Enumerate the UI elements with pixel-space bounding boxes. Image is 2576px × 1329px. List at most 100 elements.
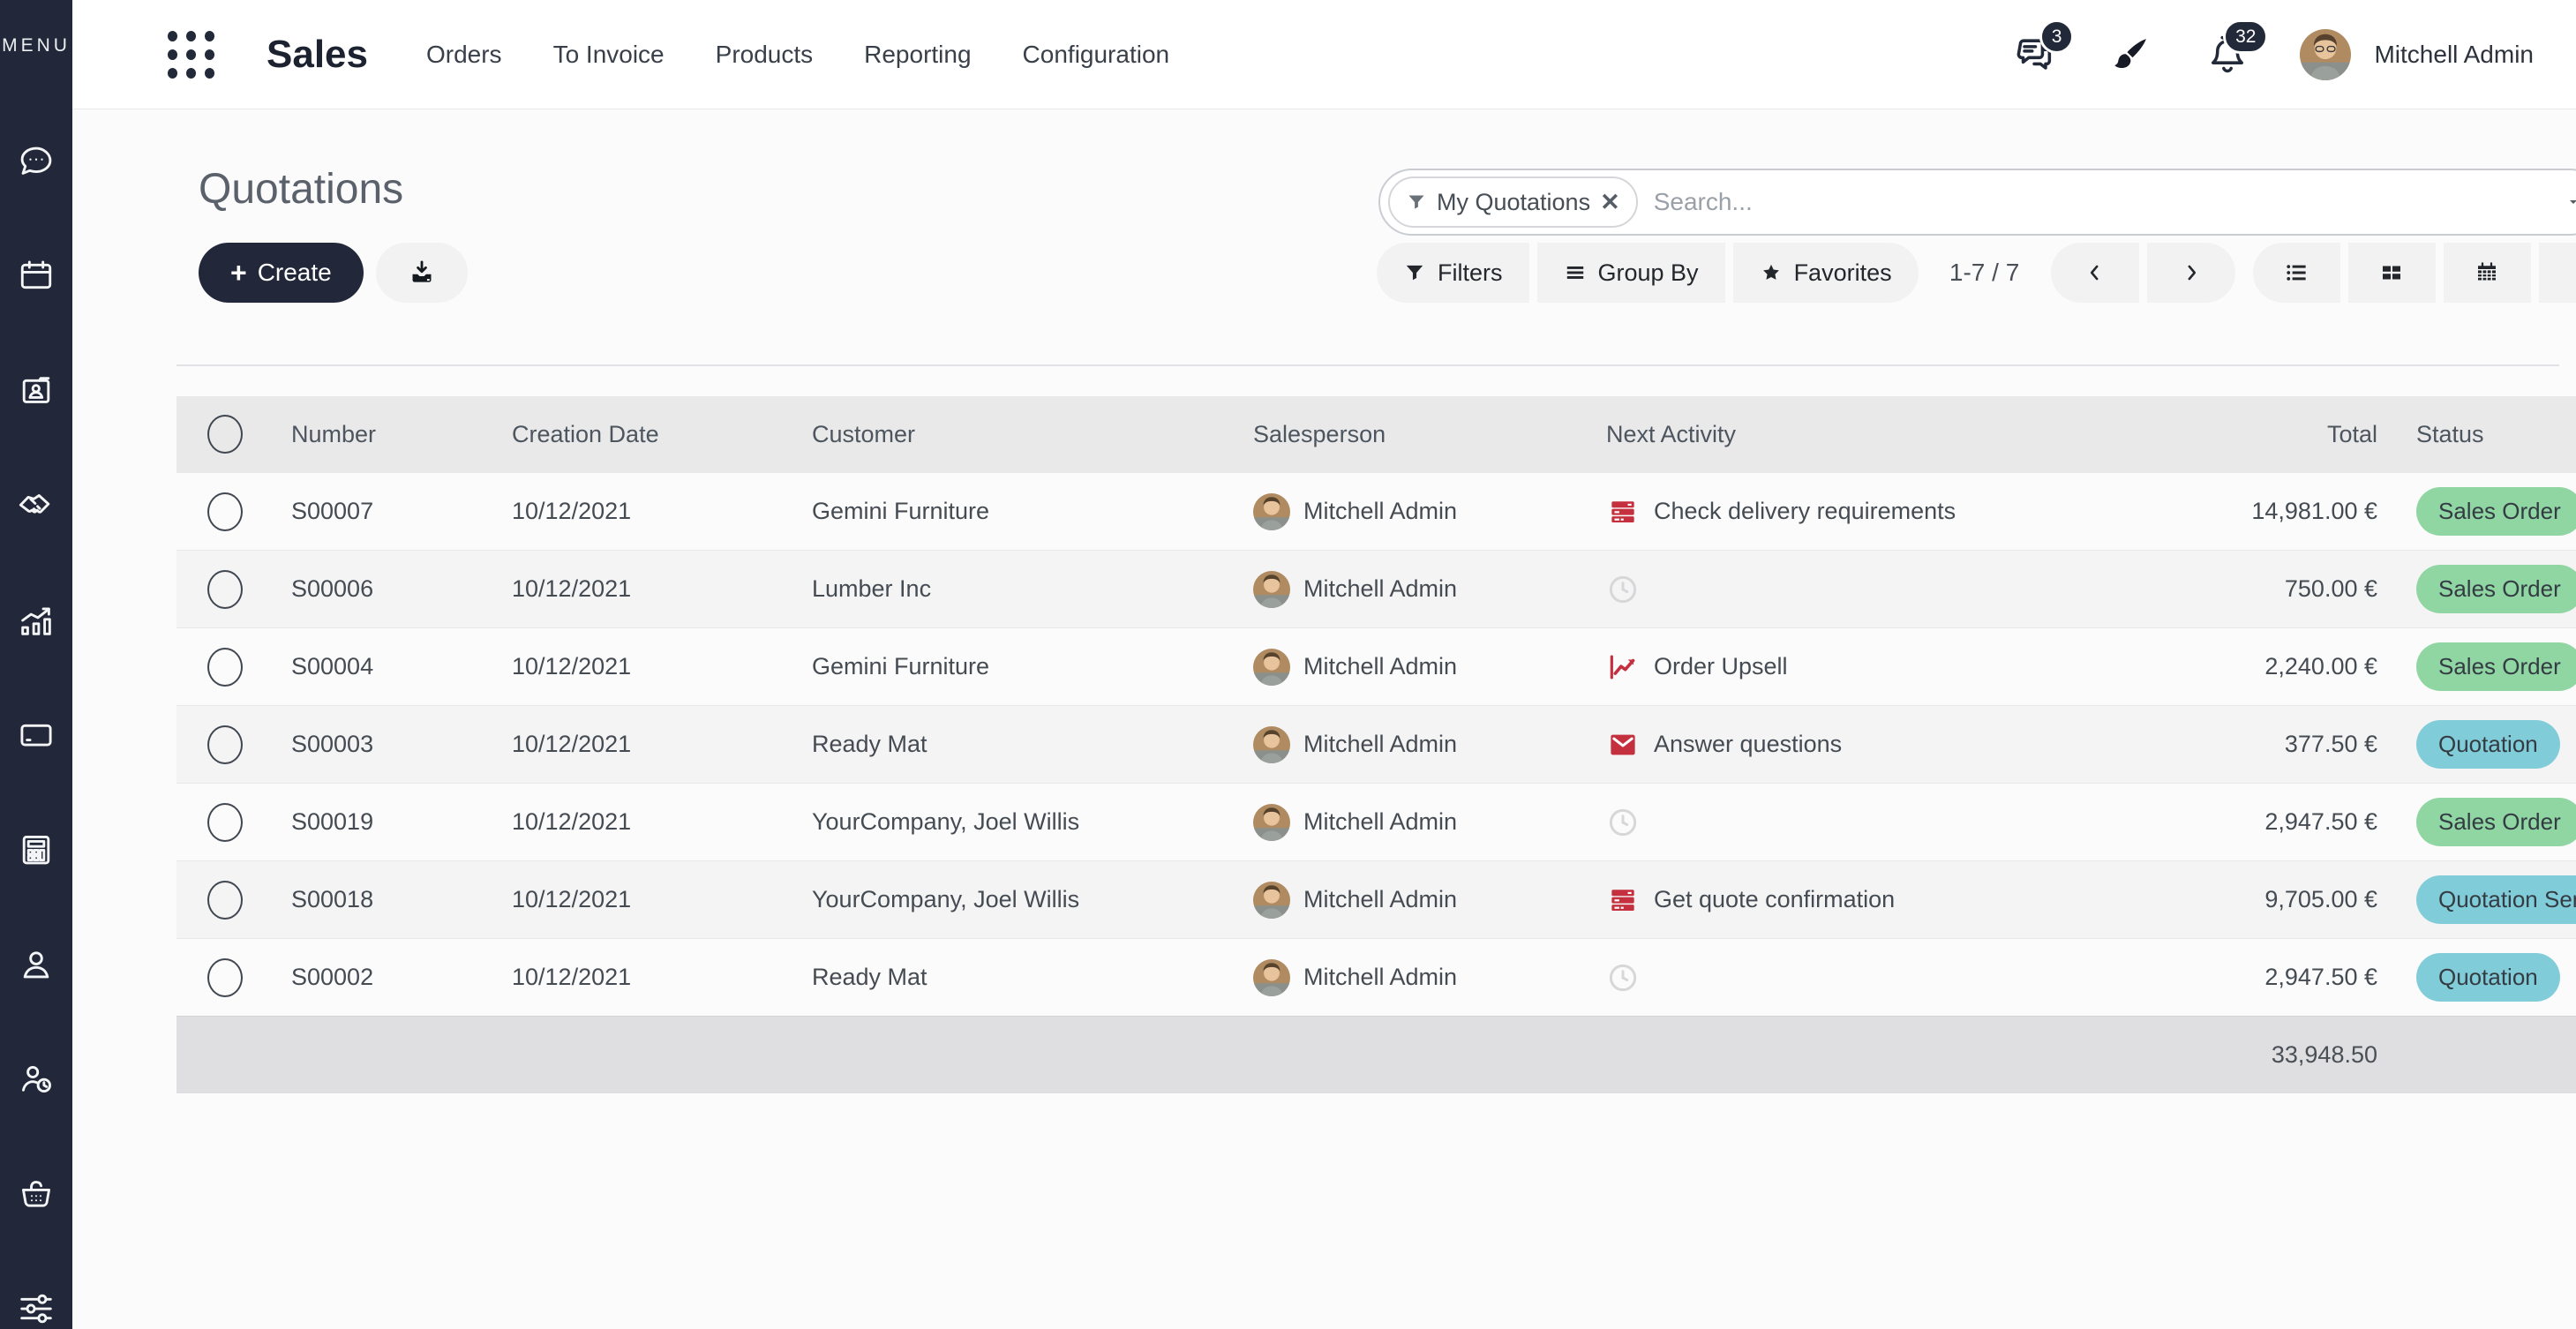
column-header-creation-date[interactable]: Creation Date <box>512 420 659 447</box>
status-badge: Quotation Sent <box>2416 875 2576 924</box>
group-by-button[interactable]: Group By <box>1536 243 1725 303</box>
salesperson-avatar <box>1253 958 1290 996</box>
table-row[interactable]: S00018 10/12/2021 YourCompany, Joel Will… <box>176 860 2576 938</box>
navbar-right: 3 32 Mitchell Admin <box>2009 19 2534 80</box>
table-row[interactable]: S00003 10/12/2021 Ready Mat Mitchell Adm… <box>176 705 2576 783</box>
status-badge: Sales Order <box>2416 642 2576 691</box>
menu-configuration[interactable]: Configuration <box>1022 40 1170 68</box>
pager-next-button[interactable] <box>2146 243 2235 303</box>
clock-icon[interactable] <box>1606 806 1640 839</box>
row-checkbox[interactable] <box>207 802 243 842</box>
envelope-icon[interactable] <box>1606 728 1640 762</box>
row-total: 2,947.50 € <box>2264 808 2377 835</box>
invoicing-card-icon[interactable] <box>16 715 56 755</box>
accounting-calculator-icon[interactable] <box>16 830 56 870</box>
row-checkbox[interactable] <box>207 957 243 997</box>
row-creation-date: 10/12/2021 <box>512 886 632 912</box>
app-sidebar: MENU <box>0 0 72 1329</box>
row-creation-date: 10/12/2021 <box>512 653 632 680</box>
pivot-view-button[interactable] <box>2538 243 2576 303</box>
row-number: S00002 <box>291 964 374 990</box>
menu-reporting[interactable]: Reporting <box>864 40 972 68</box>
discuss-icon[interactable] <box>16 141 56 182</box>
menu-to-invoice[interactable]: To Invoice <box>552 40 665 68</box>
row-checkbox[interactable] <box>207 492 243 531</box>
table-row[interactable]: S00006 10/12/2021 Lumber Inc Mitchell Ad… <box>176 550 2576 627</box>
row-customer: Ready Mat <box>812 964 928 990</box>
column-header-salesperson[interactable]: Salesperson <box>1253 420 1386 447</box>
app-name[interactable]: Sales <box>267 32 368 76</box>
table-row[interactable]: S00019 10/12/2021 YourCompany, Joel Will… <box>176 783 2576 860</box>
clock-icon <box>1609 808 1637 836</box>
salesperson-avatar <box>1253 803 1290 841</box>
chevron-right-icon <box>2188 265 2196 281</box>
group-by-icon <box>1566 266 1583 279</box>
row-number: S00006 <box>291 575 374 602</box>
column-header-next-activity[interactable]: Next Activity <box>1606 420 1737 447</box>
tasks-icon[interactable] <box>1606 495 1640 529</box>
paintbrush-icon[interactable] <box>2106 30 2155 79</box>
clock-icon <box>1609 575 1637 603</box>
apps-grid-icon[interactable] <box>168 30 215 79</box>
status-badge: Quotation <box>2416 720 2560 769</box>
facet-remove-icon[interactable]: ✕ <box>1600 188 1620 215</box>
table-row[interactable]: S00002 10/12/2021 Ready Mat Mitchell Adm… <box>176 938 2576 1016</box>
row-salesperson: Mitchell Admin <box>1303 964 1458 990</box>
search-caret-icon[interactable] <box>2566 195 2576 209</box>
user-name[interactable]: Mitchell Admin <box>2374 40 2534 68</box>
favorites-button[interactable]: Favorites <box>1732 243 1919 303</box>
row-total: 2,240.00 € <box>2264 653 2377 680</box>
status-badge: Sales Order <box>2416 565 2576 613</box>
calendar-view-button[interactable] <box>2443 243 2531 303</box>
list-view-button[interactable] <box>2252 243 2340 303</box>
create-button[interactable]: + Create <box>199 243 364 303</box>
row-number: S00018 <box>291 886 374 912</box>
status-badge: Quotation <box>2416 953 2560 1002</box>
messages-badge: 3 <box>2039 19 2075 54</box>
table-row[interactable]: S00004 10/12/2021 Gemini Furniture Mitch… <box>176 627 2576 705</box>
select-all-checkbox[interactable] <box>207 415 243 454</box>
row-checkbox[interactable] <box>207 725 243 764</box>
row-customer: Gemini Furniture <box>812 653 990 680</box>
clock-icon[interactable] <box>1606 961 1640 995</box>
plus-icon: + <box>230 257 247 289</box>
row-total: 14,981.00 € <box>2251 498 2377 524</box>
column-header-total[interactable]: Total <box>2326 420 2377 447</box>
row-checkbox[interactable] <box>207 569 243 609</box>
pager-previous-button[interactable] <box>2050 243 2139 303</box>
row-salesperson: Mitchell Admin <box>1303 653 1458 680</box>
kanban-view-icon <box>2383 266 2401 280</box>
menu-orders[interactable]: Orders <box>425 40 502 68</box>
crm-handshake-icon[interactable] <box>16 485 56 526</box>
envelope-icon <box>1611 734 1635 755</box>
column-header-customer[interactable]: Customer <box>812 420 916 447</box>
column-header-status[interactable]: Status <box>2416 420 2484 447</box>
row-customer: Ready Mat <box>812 731 928 757</box>
contacts-icon[interactable] <box>16 371 56 411</box>
search-bar[interactable]: My Quotations ✕ <box>1378 169 2576 236</box>
notifications-bell-icon[interactable]: 32 <box>2203 19 2269 79</box>
kanban-view-button[interactable] <box>2347 243 2436 303</box>
row-checkbox[interactable] <box>207 647 243 687</box>
export-download-button[interactable] <box>375 243 468 303</box>
filters-button[interactable]: Filters <box>1377 243 1529 303</box>
column-header-number[interactable]: Number <box>291 420 377 447</box>
chart-icon[interactable] <box>1606 650 1640 684</box>
row-number: S00003 <box>291 731 374 757</box>
sales-chart-icon[interactable] <box>16 600 56 641</box>
settings-sliders-icon[interactable] <box>16 1288 56 1329</box>
calendar-icon[interactable] <box>16 256 56 297</box>
timesheets-user-clock-icon[interactable] <box>16 1059 56 1100</box>
tasks-icon[interactable] <box>1606 883 1640 917</box>
table-row[interactable]: S00007 10/12/2021 Gemini Furniture Mitch… <box>176 472 2576 550</box>
row-checkbox[interactable] <box>207 880 243 920</box>
menu-label[interactable]: MENU <box>2 35 71 56</box>
employees-user-icon[interactable] <box>16 944 56 985</box>
menu-products[interactable]: Products <box>715 40 814 68</box>
clock-icon[interactable] <box>1606 573 1640 606</box>
point-of-sale-basket-icon[interactable] <box>16 1174 56 1214</box>
messages-icon[interactable]: 3 <box>2009 19 2075 79</box>
user-avatar[interactable] <box>2300 28 2352 80</box>
search-facet[interactable]: My Quotations ✕ <box>1388 176 1638 228</box>
search-input[interactable] <box>1637 188 2566 216</box>
